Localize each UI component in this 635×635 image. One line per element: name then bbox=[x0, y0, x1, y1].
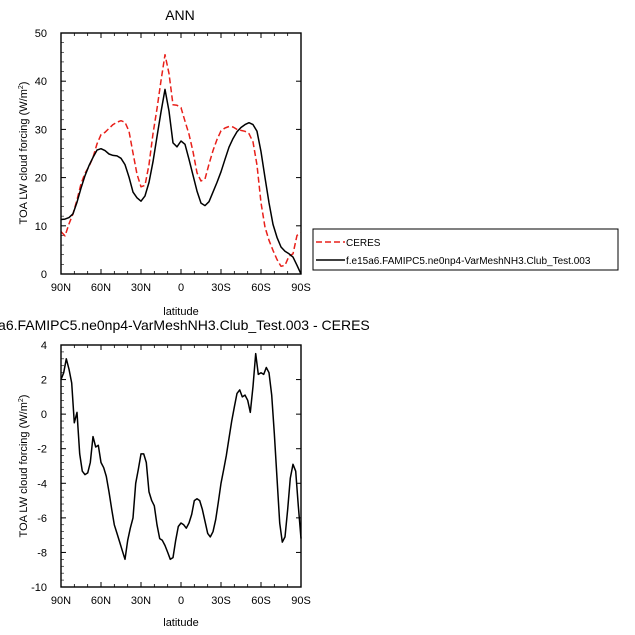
legend-label-ceres: CERES bbox=[346, 238, 381, 249]
bottom-x-tick-label: 30S bbox=[211, 595, 231, 607]
top-plot-frame bbox=[60, 32, 302, 275]
top-series-line-ceres bbox=[60, 53, 302, 268]
bottom-y-axis-label: TOA LW cloud forcing (W/m2) bbox=[18, 395, 30, 538]
top-series-line-model bbox=[60, 88, 302, 275]
bottom-y-tick-label: -8 bbox=[37, 547, 47, 559]
bottom-y-tick-label: -6 bbox=[37, 513, 47, 525]
bottom-y-tick-label: -2 bbox=[37, 444, 47, 456]
top-y-tick-label: 50 bbox=[35, 28, 47, 40]
top-y-axis-label: TOA LW cloud forcing (W/m2) bbox=[18, 82, 30, 225]
bottom-series-line-difference bbox=[60, 352, 302, 561]
bottom-y-tick-label: -10 bbox=[31, 582, 47, 594]
top-x-tick-label: 60N bbox=[91, 282, 111, 294]
bottom-x-tick-label: 0 bbox=[178, 595, 184, 607]
top-legend: CERES f.e15a6.FAMIPC5.ne0np4-VarMeshNH3.… bbox=[312, 228, 619, 271]
legend-label-model: f.e15a6.FAMIPC5.ne0np4-VarMeshNH3.Club_T… bbox=[346, 256, 591, 267]
top-x-tick-label: 30N bbox=[131, 282, 151, 294]
bottom-chart-title: 5a6.FAMIPC5.ne0np4-VarMeshNH3.Club_Test.… bbox=[0, 317, 370, 333]
bottom-x-tick-label: 30N bbox=[131, 595, 151, 607]
top-plot-area: 90N 60N 30N 0 30S 60S 90S 0 10 20 30 40 50 bbox=[35, 28, 311, 294]
top-y-tick-label: 10 bbox=[35, 221, 47, 233]
bottom-y-tick-label: 2 bbox=[41, 375, 47, 387]
bottom-y-tick-label: 4 bbox=[41, 340, 47, 352]
top-chart: ANN 90N 60N 30N 0 30S 60S 90S 0 10 20 30 40 50 latit… bbox=[18, 7, 619, 318]
top-x-tick-label: 30S bbox=[211, 282, 231, 294]
top-x-tick-label: 0 bbox=[178, 282, 184, 294]
top-y-tick-label: 0 bbox=[41, 269, 47, 281]
top-y-tick-label: 40 bbox=[35, 76, 47, 88]
top-x-tick-label: 60S bbox=[251, 282, 271, 294]
bottom-plot-frame bbox=[60, 344, 302, 588]
bottom-y-tick-label: -4 bbox=[37, 478, 47, 490]
bottom-y-tick-label: 0 bbox=[41, 409, 47, 421]
bottom-x-tick-label: 60S bbox=[251, 595, 271, 607]
top-chart-title: ANN bbox=[165, 7, 195, 23]
bottom-x-tick-label: 90S bbox=[291, 595, 311, 607]
top-y-tick-label: 20 bbox=[35, 173, 47, 185]
bottom-x-tick-label: 90N bbox=[51, 595, 71, 607]
bottom-x-tick-label: 60N bbox=[91, 595, 111, 607]
top-x-tick-label: 90S bbox=[291, 282, 311, 294]
bottom-plot-area: 90N 60N 30N 0 30S 60S 90S -10 -8 -6 -4 -2 0 2 4 bbox=[31, 340, 311, 607]
top-x-tick-label: 90N bbox=[51, 282, 71, 294]
bottom-x-axis-label: latitude bbox=[163, 617, 198, 629]
top-legend-box bbox=[312, 228, 619, 271]
top-y-tick-label: 30 bbox=[35, 124, 47, 136]
bottom-chart: 5a6.FAMIPC5.ne0np4-VarMeshNH3.Club_Test.… bbox=[0, 317, 370, 629]
top-x-axis-label: latitude bbox=[163, 306, 198, 318]
